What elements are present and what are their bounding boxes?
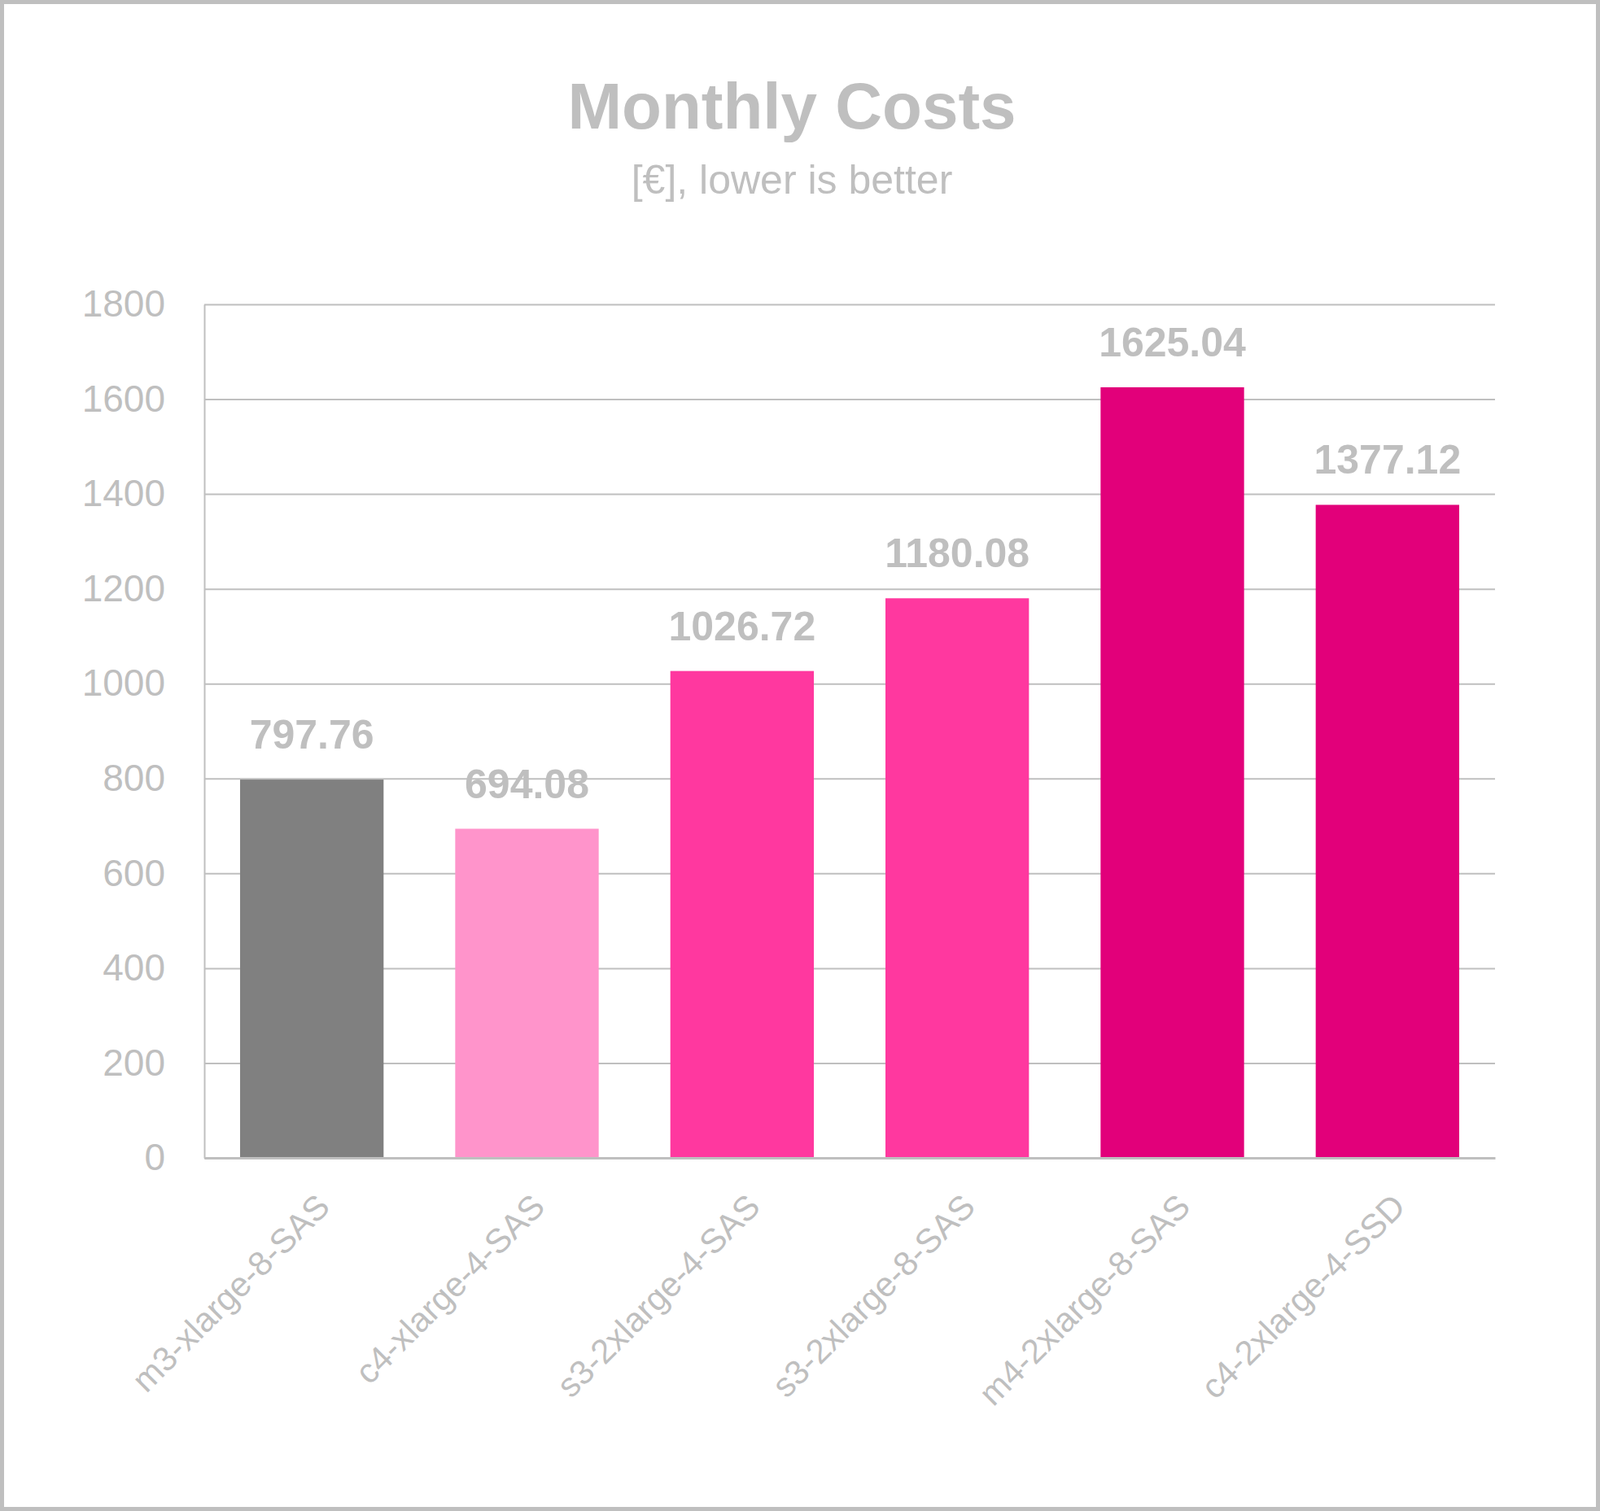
plot: 0 200 400 600 800 1000 1200 1400 1600 1800 m3-xlar… [82,282,1496,1413]
x-tick: s3-2xlarge-8-SAS [764,1158,983,1405]
grid-line [204,683,1496,686]
data-label: 797.76 [249,712,375,758]
bar [670,671,814,1159]
bar [454,829,599,1159]
grid-line [204,967,1496,970]
y-tick-label: 1000 [82,661,166,704]
x-tick-label: s3-2xlarge-4-SAS [549,1187,768,1406]
x-tick-label: s3-2xlarge-8-SAS [764,1187,983,1406]
grid-line [204,398,1496,401]
y-tick-label: 1800 [82,282,166,325]
y-tick: 1800 [82,282,1496,325]
y-tick: 1400 [82,472,1496,515]
y-tick-label: 200 [102,1041,166,1085]
x-tick-label: m3-xlarge-8-SAS [124,1187,337,1400]
data-label: 1180.08 [884,530,1030,577]
x-tick: m3-xlarge-8-SAS [124,1158,337,1400]
x-tick-label: c4-2xlarge-4-SSD [1193,1187,1413,1407]
y-tick-label: 600 [102,852,166,895]
grid-line [204,1062,1496,1065]
subtitle: [€], lower is better [631,157,954,203]
grid-line [204,1158,1496,1160]
x-tick: c4-xlarge-4-SAS [347,1158,552,1392]
y-tick-label: 800 [102,756,166,800]
y-tick-label: 1400 [82,472,166,515]
x-axis: m3-xlarge-8-SASc4-xlarge-4-SASs3-2xlarge… [124,1158,1496,1413]
x-axis-line [205,1157,1496,1160]
bar [1315,504,1460,1159]
grid-line [204,493,1496,496]
bar [885,598,1029,1159]
y-tick-label: 1600 [82,377,166,420]
grid-line [204,588,1496,591]
y-axis: 0 200 400 600 800 1000 1200 1400 1600 1800 [82,282,1496,1179]
bar [1100,387,1244,1159]
x-tick: s3-2xlarge-4-SAS [549,1158,768,1405]
bar [240,779,384,1159]
data-label: 1026.72 [668,603,816,650]
chart: Monthly Costs [€], lower is better 0 200 400… [0,0,1600,1511]
grid-line [204,304,1496,307]
x-tick-label: m4-2xlarge-8-SAS [971,1187,1198,1414]
y-tick-label: 1200 [82,567,166,610]
grid-line [204,778,1496,780]
x-tick-label: c4-xlarge-4-SAS [347,1187,552,1392]
y-tick-label: 400 [102,946,166,989]
data-label: 1377.12 [1313,437,1461,483]
title: Monthly Costs [567,69,1016,143]
grid-line [204,873,1496,875]
data-label: 694.08 [464,761,590,808]
data-labels: 797.76 694.08 1026.72 1180.08 1625.04 1377.12 [249,319,1462,808]
y-tick-label: 0 [144,1136,166,1179]
y-tick: 1600 [82,377,1496,420]
x-tick: m4-2xlarge-8-SAS [971,1158,1198,1413]
y-axis-line [204,305,206,1159]
x-tick: c4-2xlarge-4-SSD [1193,1158,1413,1407]
bars [240,387,1460,1159]
frame [2,2,1599,1510]
data-label: 1625.04 [1098,319,1246,366]
